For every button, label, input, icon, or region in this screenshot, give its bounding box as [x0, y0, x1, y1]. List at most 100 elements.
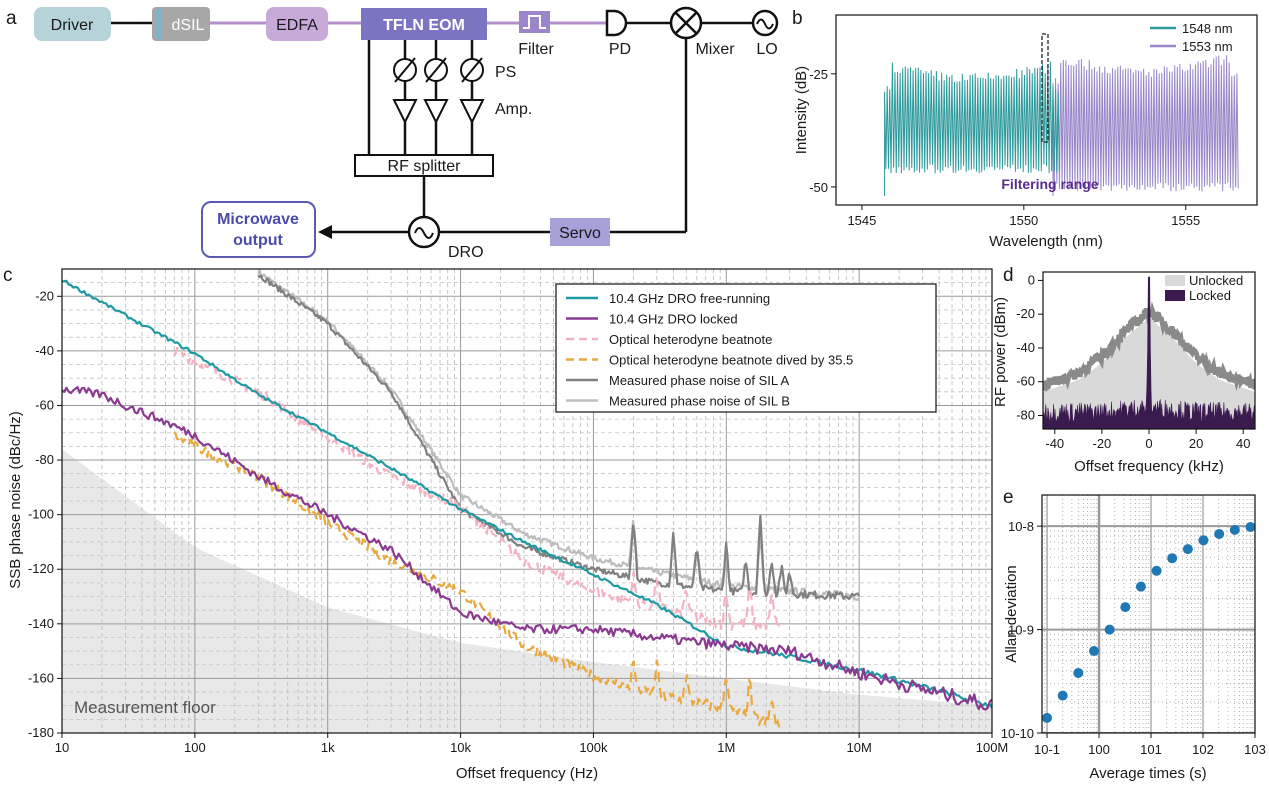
y-tick-label: -20: [35, 288, 54, 303]
x-tick-label: 1550: [1009, 213, 1038, 228]
series-line-3: [173, 346, 781, 631]
legend-label: 10.4 GHz DRO free-running: [609, 291, 770, 306]
y-tick-label: -100: [28, 507, 54, 522]
x-tick-label: 40: [1236, 436, 1250, 451]
y-tick-label: -20: [1016, 306, 1035, 321]
legend-label: Locked: [1189, 288, 1231, 303]
data-point: [1089, 646, 1099, 656]
data-point: [1167, 553, 1178, 564]
legend-label: 1553 nm: [1182, 39, 1233, 54]
series-line-4: [173, 431, 781, 729]
panel-label-b: b: [792, 8, 803, 29]
x-tick-label: 100M: [976, 740, 1009, 755]
rf-splitter-label: RF splitter: [388, 158, 462, 175]
panel-b-chart: b 1545 1550 1555 -25 -50 Wavelength (nm) Int…: [792, 8, 1258, 250]
plot-frame-b: [835, 14, 1258, 206]
x-tick-label: 1555: [1171, 213, 1200, 228]
legend-swatch: [1165, 275, 1185, 286]
measurement-floor-label: Measurement floor: [74, 698, 216, 717]
legend-label: Optical heterodyne beatnote dived by 35.…: [609, 353, 853, 368]
x-tick-label: 10-1: [1034, 742, 1060, 757]
data-point: [1151, 565, 1162, 576]
x-tick-label: 20: [1189, 436, 1203, 451]
x-tick-label: -40: [1045, 436, 1064, 451]
legend-label: Measured phase noise of SIL B: [609, 394, 790, 409]
x-tick-label: 101: [1140, 742, 1162, 757]
dsil-block: [152, 7, 210, 41]
data-point: [1198, 535, 1209, 546]
eom-label: TFLN EOM: [383, 17, 465, 34]
panel-c-chart: c 10 100 1k 10k 100k 1M 10M 100M -20 -40 -60 -80 -10…: [3, 265, 1008, 782]
panel-d-chart: d -40 -20 0 20 40 0 -20 -40 -60 -80 Offset freque…: [992, 265, 1256, 475]
legend-label: Optical heterodyne beatnote: [609, 332, 772, 347]
ps-label: PS: [495, 64, 516, 81]
servo-block: [550, 218, 610, 246]
setup-diagram: a Driver dSIL EDFA TFLN EOM Filter PD Mi: [6, 6, 779, 261]
c-xlabel: Offset frequency (Hz): [456, 765, 598, 782]
data-point: [1214, 529, 1225, 539]
lo-label: LO: [756, 41, 777, 58]
x-tick-label: 10: [55, 740, 69, 755]
panel-label-a: a: [6, 8, 17, 29]
plot-frame-e: [1041, 494, 1256, 734]
x-tick-label: 100k: [579, 740, 608, 755]
measurement-floor-area: [62, 449, 992, 733]
eom-block: [361, 8, 487, 40]
amplifier-icon-2: [423, 99, 449, 125]
spectrum-series-1: [884, 61, 1060, 196]
y-tick-label: -180: [28, 725, 54, 740]
data-point: [1104, 624, 1115, 635]
legend-box: [555, 283, 937, 413]
y-tick-label: 10-9: [1008, 623, 1034, 638]
x-tick-label: 10k: [450, 740, 471, 755]
y-tick-label: -120: [28, 561, 54, 576]
data-point: [1073, 668, 1084, 678]
c-ylabel: SSB phase noise (dBc/Hz): [7, 411, 24, 589]
driver-label: Driver: [51, 17, 94, 34]
amplifier-icon-3: [459, 99, 485, 125]
microwave-output-block: [201, 201, 316, 258]
servo-label: Servo: [559, 225, 601, 242]
amplifier-icon-1: [392, 99, 418, 125]
d-ylabel: RF power (dBm): [992, 297, 1009, 407]
legend-label: 1548 nm: [1182, 21, 1233, 36]
legend-label: Measured phase noise of SIL A: [609, 373, 790, 388]
x-tick-label: 0: [1145, 436, 1152, 451]
data-point: [1135, 581, 1146, 592]
locked-area: [1043, 276, 1255, 429]
edfa-block: [266, 7, 328, 41]
e-xlabel: Average times (s): [1089, 765, 1206, 782]
x-tick-label: 1M: [717, 740, 735, 755]
y-tick-label: -140: [28, 616, 54, 631]
dro-label: DRO: [448, 244, 484, 261]
spectrum-series-2: [1052, 55, 1239, 196]
x-tick-label: -20: [1092, 436, 1111, 451]
plot-frame-c: [61, 268, 993, 734]
x-tick-label: 1k: [321, 740, 335, 755]
data-point: [1042, 712, 1052, 723]
data-point: [1057, 690, 1068, 701]
filtering-range-label: Filtering range: [1001, 176, 1098, 192]
b-xlabel: Wavelength (nm): [989, 233, 1103, 250]
y-tick-label: -80: [35, 452, 54, 467]
data-point: [1182, 544, 1193, 555]
y-tick-label: -60: [35, 397, 54, 412]
x-tick-label: 103: [1244, 742, 1266, 757]
y-tick-label: 10-10: [1001, 726, 1034, 741]
pd-label: PD: [609, 41, 631, 58]
panel-label-c: c: [3, 265, 13, 286]
series-line-5: [257, 274, 861, 601]
legend-label: 10.4 GHz DRO locked: [609, 312, 738, 327]
panel-label-e: e: [1003, 487, 1014, 508]
microwave-output-line2: output: [233, 232, 283, 249]
y-tick-label: -25: [809, 67, 828, 82]
amp-label: Amp.: [495, 101, 532, 118]
dsil-label: dSIL: [172, 17, 205, 34]
driver-block: [34, 7, 111, 41]
b-ylabel: Intensity (dB): [793, 66, 810, 154]
y-tick-label: -160: [28, 670, 54, 685]
filter-label: Filter: [518, 41, 554, 58]
x-tick-label: 100: [1088, 742, 1110, 757]
series-line-2: [62, 386, 992, 711]
